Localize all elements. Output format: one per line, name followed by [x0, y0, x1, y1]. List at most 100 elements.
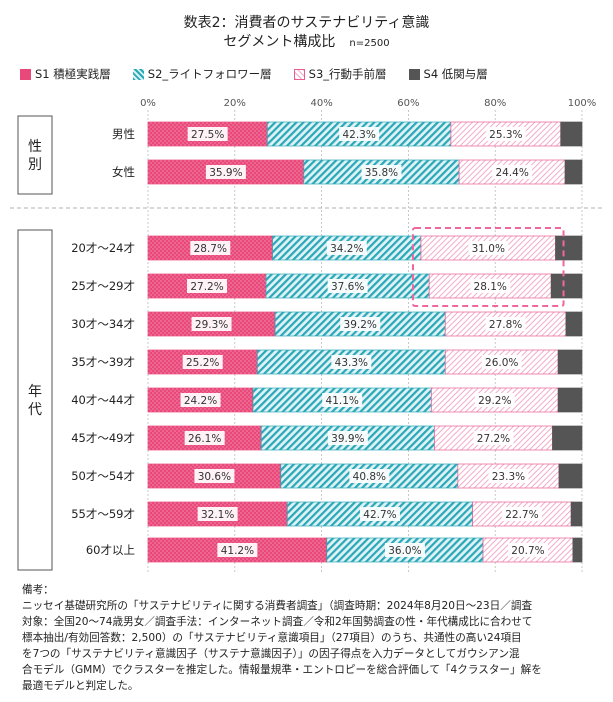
- data-label-bg: [349, 469, 390, 483]
- data-label: 34.2%: [330, 243, 363, 255]
- data-label-bg: [501, 507, 542, 521]
- data-label: 20.7%: [511, 545, 544, 557]
- data-label: 27.8%: [489, 319, 522, 331]
- title-line1: 数表2：消費者のサステナビリティ意識: [183, 15, 430, 31]
- data-label-bg: [331, 355, 372, 369]
- data-label: 42.7%: [363, 509, 396, 521]
- data-label: 26.0%: [485, 357, 518, 369]
- bar-segment-s4: [565, 311, 583, 337]
- legend-item-s1: S1 積極実践層: [20, 66, 111, 82]
- row-label: 35才～39才: [71, 355, 135, 369]
- notes-line: 合モデル（GMM）でクラスターを推定した。情報量規準・エントロピーを総合評価して…: [22, 664, 542, 676]
- bar-segment-s4: [570, 501, 583, 527]
- data-label-bg: [492, 165, 533, 179]
- x-tick-label: 80%: [484, 98, 506, 109]
- group-label-box: [17, 229, 53, 571]
- bar-segment-s4: [560, 121, 583, 147]
- data-label-bg: [468, 241, 509, 255]
- data-label: 42.3%: [342, 129, 375, 141]
- x-tick-label: 40%: [310, 98, 332, 109]
- data-label-bg: [180, 393, 221, 407]
- data-label-bg: [339, 127, 380, 141]
- subtitle: セグメント構成比: [223, 34, 336, 50]
- x-tick-label: 20%: [224, 98, 246, 109]
- bar-segment-s4: [557, 349, 583, 375]
- data-label: 23.3%: [492, 471, 525, 483]
- data-label: 25.2%: [186, 357, 219, 369]
- bar-segment-s4: [558, 463, 583, 489]
- group-label-box: [17, 115, 53, 195]
- bar-segment-s4: [552, 425, 583, 451]
- bar-segment-s4: [555, 235, 583, 261]
- data-label: 41.1%: [326, 395, 359, 407]
- data-label-bg: [326, 241, 367, 255]
- data-label-bg: [488, 469, 529, 483]
- row-label: 45才～49才: [71, 431, 135, 445]
- data-label-bg: [481, 355, 522, 369]
- data-label: 31.0%: [472, 243, 505, 255]
- legend-swatch-s2: [132, 68, 144, 80]
- data-label-bg: [507, 543, 548, 557]
- row-label: 30才～34才: [71, 317, 135, 331]
- data-label: 28.7%: [194, 243, 227, 255]
- data-label: 25.3%: [489, 129, 522, 141]
- data-label: 41.2%: [221, 545, 254, 557]
- data-label-bg: [340, 317, 381, 331]
- bar-segment-s4: [550, 273, 583, 299]
- data-label-bg: [361, 165, 402, 179]
- data-label: 27.5%: [191, 129, 224, 141]
- data-label-bg: [470, 279, 511, 293]
- data-label-bg: [474, 393, 515, 407]
- bar-segment-s4: [557, 387, 583, 413]
- data-label-bg: [190, 241, 231, 255]
- data-label: 27.2%: [190, 281, 223, 293]
- group-label: 性別: [28, 139, 42, 173]
- data-label: 22.7%: [505, 509, 538, 521]
- notes: 備考： ニッセイ基礎研究所の「サステナビリティに関する消費者調査」（調査時期：2…: [22, 582, 602, 694]
- legend-item-s2: S2_ライトフォロワー層: [132, 66, 272, 82]
- row-label: 55才～59才: [71, 507, 135, 521]
- data-label: 35.8%: [365, 167, 398, 179]
- data-label-bg: [327, 279, 368, 293]
- x-tick-label: 0%: [140, 98, 156, 109]
- data-label: 39.9%: [331, 433, 364, 445]
- data-label-bg: [384, 543, 425, 557]
- data-label: 29.3%: [195, 319, 228, 331]
- data-label: 24.4%: [495, 167, 528, 179]
- notes-line: を7つの「サステナビリティ意識因子（サステナ意識因子）」の因子得点を入力データと…: [22, 648, 520, 660]
- bar-segment-s1: [147, 501, 288, 527]
- data-label-bg: [327, 431, 368, 445]
- legend-swatch-s1: [20, 68, 31, 80]
- group-label: 年代: [28, 384, 42, 418]
- legend-label-s2: S2_ライトフォロワー層: [147, 67, 272, 81]
- data-label: 26.1%: [188, 433, 221, 445]
- row-label: 25才～29才: [71, 279, 135, 293]
- data-label: 43.3%: [335, 357, 368, 369]
- data-label-bg: [359, 507, 400, 521]
- data-label-bg: [194, 469, 235, 483]
- title-line2: セグメント構成比 n=2500: [0, 33, 613, 53]
- notes-line: 標本抽出/有効回答数：2,500）の「サステナビリティ意識項目」（27項目）のう…: [22, 632, 522, 644]
- chart-title: 数表2：消費者のサステナビリティ意識 セグメント構成比 n=2500: [0, 14, 613, 53]
- notes-line: 対象：全国20～74歳男女／調査手法：インターネット調査／令和2年国勢調査の性・…: [22, 616, 533, 628]
- data-label-bg: [184, 431, 225, 445]
- data-label: 28.1%: [474, 281, 507, 293]
- notes-line: ニッセイ基礎研究所の「サステナビリティに関する消費者調査」（調査時期：2024年…: [22, 600, 533, 612]
- data-label-bg: [191, 317, 232, 331]
- notes-heading: 備考：: [22, 584, 54, 596]
- highlight-box: [411, 227, 565, 307]
- data-label-bg: [485, 317, 526, 331]
- data-label: 37.6%: [331, 281, 364, 293]
- data-label: 36.0%: [388, 545, 421, 557]
- data-label: 32.1%: [201, 509, 234, 521]
- legend-item-s3: S3_行動手前層: [293, 66, 387, 82]
- data-label-bg: [182, 355, 223, 369]
- data-label: 35.9%: [209, 167, 242, 179]
- row-label: 20才～24才: [71, 241, 135, 255]
- data-label: 30.6%: [198, 471, 231, 483]
- legend: S1 積極実践層 S2_ライトフォロワー層 S3_行動手前層 S4 低関与層: [20, 66, 488, 82]
- legend-label-s3: S3_行動手前層: [308, 67, 387, 81]
- notes-line: 最適モデルと判定した。: [22, 680, 139, 692]
- row-label: 40才～44才: [71, 393, 135, 407]
